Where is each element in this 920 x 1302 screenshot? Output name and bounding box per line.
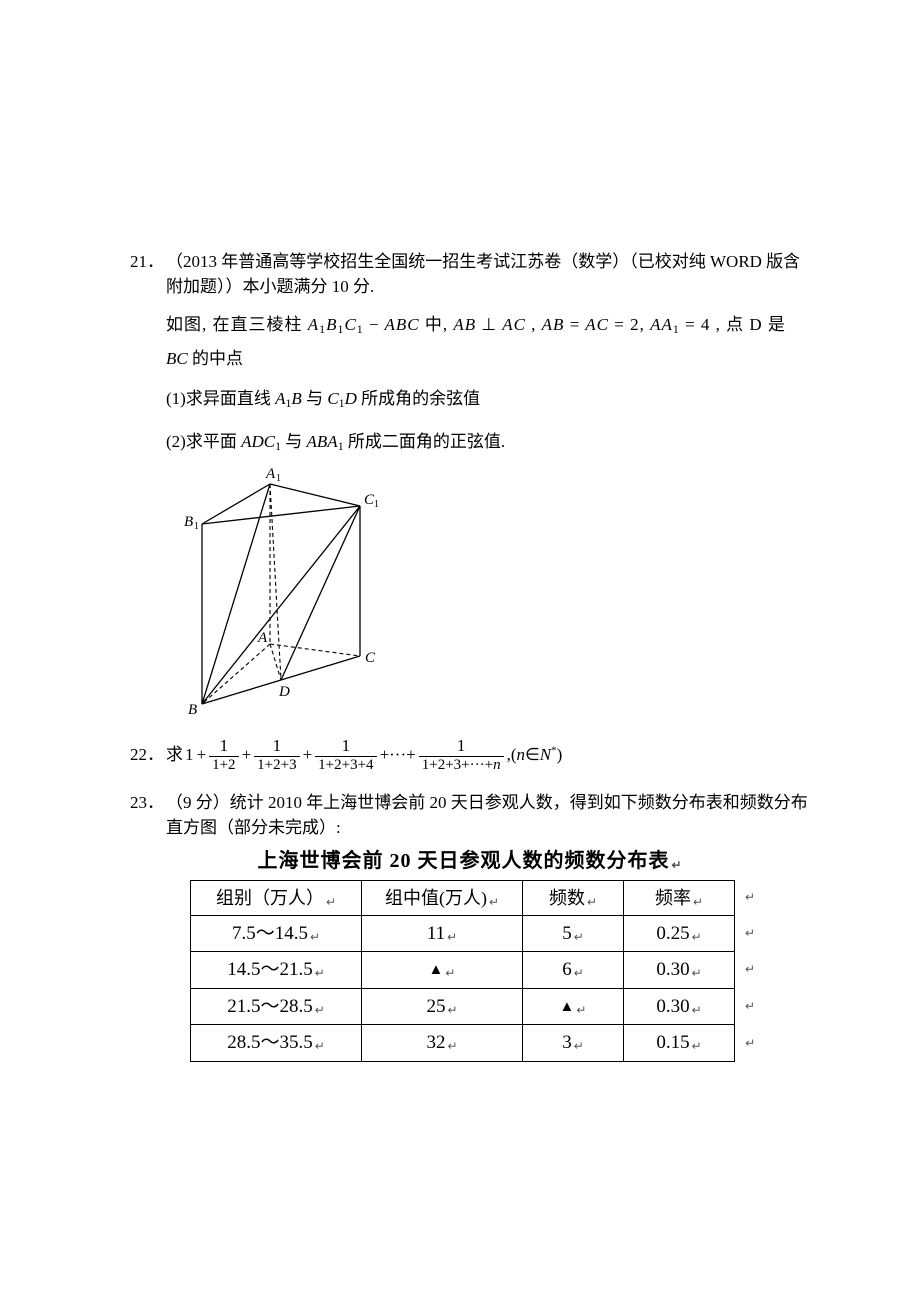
svg-text:1: 1	[194, 521, 199, 532]
svg-text:A: A	[257, 630, 268, 646]
svg-text:D: D	[278, 684, 290, 700]
table-row: 14.5～21.5↵ ▲↵ 6↵ 0.30↵ ↵	[191, 952, 766, 989]
q21-part2: (2)求平面 ADC1 与 ABA1 所成二面角的正弦值.	[166, 430, 810, 455]
problem-22: 22． 求 1+ 11+2+ 11+2+3+ 11+2+3+4 +···+ 11…	[130, 737, 810, 773]
problem-23: 23． （9 分）统计 2010 年上海世博会前 20 天日参观人数，得到如下频…	[130, 791, 810, 1062]
q21-part1: (1)求异面直线 A1B 与 C1D 所成角的余弦值	[166, 387, 810, 412]
q22-lead: 求	[166, 743, 183, 768]
q21-diagram: A1 B1 C1 A B C D	[180, 466, 810, 724]
q23-caption: 上海世博会前 20 天日参观人数的频数分布表↵	[130, 847, 810, 876]
math-aa1: AA1 = 4	[650, 315, 710, 334]
table-row: 7.5～14.5↵ 11↵ 5↵ 0.25↵ ↵	[191, 915, 766, 952]
math-ab-perp-ac: AB ⊥ AC	[453, 315, 526, 334]
svg-text:C: C	[365, 650, 376, 666]
q21-stem-line1: 如图, 在直三棱柱 A1B1C1 − ABC 中, AB ⊥ AC , AB =…	[166, 313, 810, 338]
math-prism: A1B1C1 − ABC	[308, 315, 420, 334]
math-ab-eq: AB = AC = 2	[542, 315, 640, 334]
problem-21: 21． （2013 年普通高等学校招生全国统一招生考试江苏卷（数学）（已校对纯 …	[130, 250, 810, 723]
q21-number: 21．	[130, 250, 166, 299]
q22-number: 22．	[130, 743, 166, 768]
svg-text:B: B	[188, 702, 197, 716]
svg-text:B: B	[184, 514, 193, 530]
q21-stem-line2: BC BC 的中点的中点	[166, 347, 810, 372]
table-row: 21.5～28.5↵ 25↵ ▲↵ 0.30↵ ↵	[191, 988, 766, 1025]
q22-expression: 1+ 11+2+ 11+2+3+ 11+2+3+4 +···+ 11+2+3+·…	[185, 737, 562, 773]
table-header-row: 组别（万人）↵ 组中值(万人)↵ 频数↵ 频率↵ ↵	[191, 880, 766, 915]
prism-svg: A1 B1 C1 A B C D	[180, 466, 390, 716]
table-row: 28.5～35.5↵ 32↵ 3↵ 0.15↵ ↵	[191, 1025, 766, 1062]
frequency-table: 组别（万人）↵ 组中值(万人)↵ 频数↵ 频率↵ ↵ 7.5～14.5↵ 11↵…	[190, 880, 766, 1062]
svg-text:1: 1	[276, 473, 281, 484]
q23-stem: （9 分）统计 2010 年上海世博会前 20 天日参观人数，得到如下频数分布表…	[166, 791, 810, 840]
svg-text:A: A	[265, 466, 276, 482]
svg-text:1: 1	[374, 499, 379, 510]
q23-number: 23．	[130, 791, 166, 840]
q21-source: （2013 年普通高等学校招生全国统一招生考试江苏卷（数学）（已校对纯 WORD…	[166, 250, 810, 299]
